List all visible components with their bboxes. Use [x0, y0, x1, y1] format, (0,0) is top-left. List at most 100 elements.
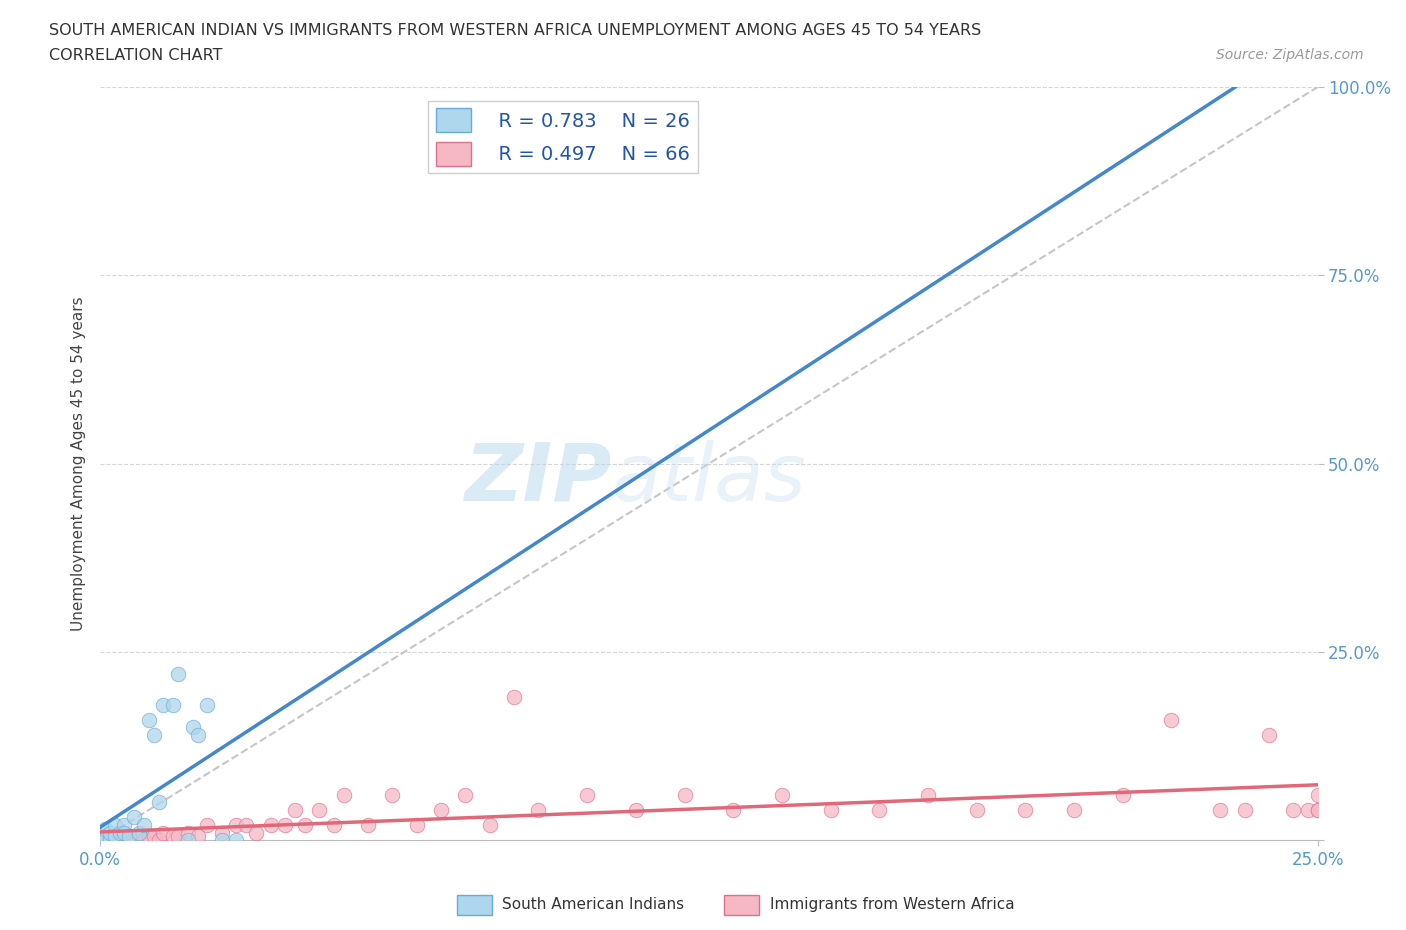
Point — [152, 698, 174, 712]
Point — [89, 832, 111, 847]
Text: ZIP: ZIP — [464, 440, 612, 518]
Point — [624, 803, 647, 817]
Point — [98, 832, 121, 847]
Point — [98, 829, 121, 844]
Point — [332, 788, 354, 803]
Point — [211, 825, 233, 840]
Point — [94, 832, 117, 847]
Point — [108, 825, 131, 840]
Point — [284, 803, 307, 817]
Point — [274, 817, 297, 832]
Text: atlas: atlas — [612, 440, 806, 518]
Point — [1306, 788, 1329, 803]
Text: Immigrants from Western Africa: Immigrants from Western Africa — [770, 897, 1015, 912]
Point — [114, 825, 136, 840]
Point — [162, 829, 184, 844]
Point — [195, 698, 218, 712]
Point — [108, 832, 131, 847]
Point — [245, 825, 267, 840]
Point — [132, 817, 155, 832]
Point — [1306, 803, 1329, 817]
Point — [94, 829, 117, 844]
Point — [1112, 788, 1135, 803]
Point — [98, 832, 121, 847]
Point — [1014, 803, 1036, 817]
Text: Source: ZipAtlas.com: Source: ZipAtlas.com — [1216, 48, 1364, 62]
Point — [1257, 727, 1279, 742]
Point — [357, 817, 380, 832]
Point — [503, 689, 526, 704]
Point — [454, 788, 477, 803]
Point — [235, 817, 257, 832]
Point — [673, 788, 696, 803]
Point — [89, 829, 111, 844]
Point — [966, 803, 988, 817]
Point — [132, 832, 155, 847]
Point — [1282, 803, 1305, 817]
Text: South American Indians: South American Indians — [502, 897, 685, 912]
Point — [104, 829, 127, 844]
Point — [142, 829, 165, 844]
Point — [868, 803, 890, 817]
Point — [1306, 803, 1329, 817]
Point — [430, 803, 453, 817]
Point — [820, 803, 842, 817]
Point — [1209, 803, 1232, 817]
Point — [186, 829, 208, 844]
Point — [225, 832, 247, 847]
Point — [186, 727, 208, 742]
Point — [162, 698, 184, 712]
Point — [167, 667, 190, 682]
Point — [167, 829, 190, 844]
Point — [114, 832, 136, 847]
Point — [211, 832, 233, 847]
Point — [1296, 803, 1319, 817]
Point — [322, 817, 344, 832]
Point — [294, 817, 316, 832]
Point — [122, 810, 145, 825]
Point — [478, 817, 501, 832]
Point — [148, 795, 170, 810]
Point — [94, 829, 117, 844]
Text: SOUTH AMERICAN INDIAN VS IMMIGRANTS FROM WESTERN AFRICA UNEMPLOYMENT AMONG AGES : SOUTH AMERICAN INDIAN VS IMMIGRANTS FROM… — [49, 23, 981, 38]
Legend:   R = 0.783    N = 26,   R = 0.497    N = 66: R = 0.783 N = 26, R = 0.497 N = 66 — [427, 100, 697, 173]
Point — [195, 817, 218, 832]
Point — [98, 825, 121, 840]
Point — [770, 788, 793, 803]
Point — [527, 803, 550, 817]
Point — [1063, 803, 1085, 817]
Text: CORRELATION CHART: CORRELATION CHART — [49, 48, 222, 63]
Point — [142, 727, 165, 742]
Point — [152, 825, 174, 840]
Point — [138, 712, 160, 727]
Point — [89, 832, 111, 847]
Point — [104, 817, 127, 832]
Point — [181, 720, 204, 735]
Point — [114, 829, 136, 844]
Point — [114, 817, 136, 832]
Y-axis label: Unemployment Among Ages 45 to 54 years: Unemployment Among Ages 45 to 54 years — [72, 297, 86, 631]
Point — [118, 832, 141, 847]
Point — [122, 832, 145, 847]
Point — [721, 803, 744, 817]
Point — [917, 788, 939, 803]
Point — [1160, 712, 1182, 727]
Point — [1233, 803, 1256, 817]
Point — [108, 825, 131, 840]
Point — [381, 788, 404, 803]
Point — [177, 832, 200, 847]
Point — [128, 825, 150, 840]
Point — [308, 803, 330, 817]
Point — [104, 829, 127, 844]
Point — [148, 832, 170, 847]
Point — [138, 829, 160, 844]
Point — [405, 817, 427, 832]
Point — [118, 829, 141, 844]
Point — [128, 829, 150, 844]
Point — [177, 825, 200, 840]
Point — [118, 829, 141, 844]
Point — [225, 817, 247, 832]
Point — [576, 788, 599, 803]
Point — [104, 832, 127, 847]
Point — [94, 821, 117, 836]
